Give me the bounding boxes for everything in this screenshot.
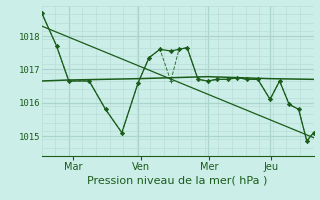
X-axis label: Pression niveau de la mer( hPa ): Pression niveau de la mer( hPa ): [87, 176, 268, 186]
